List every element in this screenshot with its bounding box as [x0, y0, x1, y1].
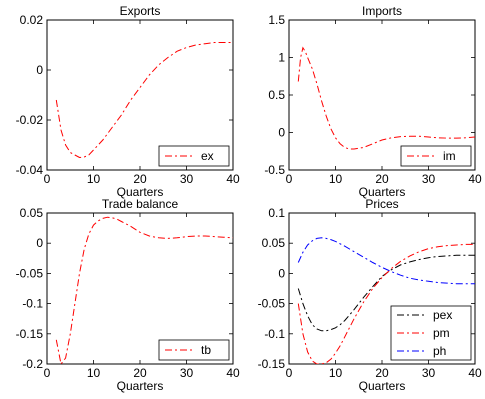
x-tick-label: 40 — [468, 366, 482, 380]
legend-box — [400, 145, 472, 167]
x-tick-label: 30 — [180, 172, 194, 186]
x-tick-label: 0 — [286, 172, 293, 186]
series-line-pm — [297, 243, 475, 364]
y-tick-label: -0.1 — [264, 327, 285, 341]
x-axis-label: Quarters — [117, 185, 164, 199]
chart-title: Prices — [365, 197, 398, 211]
y-tick-label: 0.1 — [268, 206, 285, 220]
chart-title: Trade balance — [102, 197, 179, 211]
x-tick-label: 40 — [468, 172, 482, 186]
y-tick-label: -0.05 — [258, 297, 286, 311]
exports-panel: 0 10 20 30 40 -0.04 -0.02 0 0.02 Exports Quarters e… — [16, 4, 240, 199]
y-tick-label: -0.05 — [16, 266, 44, 280]
plot-frame — [46, 19, 234, 171]
chart-title: Imports — [362, 4, 402, 18]
legend-label-ph: ph — [433, 344, 446, 358]
y-tick-label: -0.15 — [258, 357, 286, 371]
chart-title: Exports — [120, 4, 161, 18]
legend: im — [400, 145, 472, 167]
x-axis-label: Quarters — [117, 379, 164, 393]
y-tick-label: -0.1 — [22, 297, 43, 311]
legend-label-pm: pm — [433, 326, 450, 340]
x-axis-label: Quarters — [359, 185, 406, 199]
legend-box — [390, 305, 472, 361]
x-tick-label: 0 — [44, 366, 51, 380]
series-line-ex — [55, 42, 233, 159]
x-tick-label: 20 — [375, 172, 389, 186]
y-tick-label: 0 — [36, 63, 43, 77]
y-tick-label: -0.04 — [16, 163, 44, 177]
y-tick-label: 0.5 — [268, 88, 285, 102]
y-tick-label: 0.02 — [20, 13, 44, 27]
plot-frame — [46, 212, 234, 365]
legend-label-ex: ex — [201, 149, 214, 163]
x-tick-label: 10 — [329, 172, 343, 186]
x-tick-label: 20 — [133, 366, 147, 380]
y-tick-label: 1 — [278, 51, 285, 65]
x-tick-label: 40 — [226, 366, 240, 380]
y-tick-label: 0 — [278, 266, 285, 280]
legend-label-pex: pex — [433, 308, 452, 322]
x-tick-label: 0 — [286, 366, 293, 380]
x-tick-label: 30 — [422, 172, 436, 186]
x-tick-label: 20 — [133, 172, 147, 186]
y-tick-label: -0.5 — [264, 163, 285, 177]
x-tick-label: 30 — [422, 366, 436, 380]
y-tick-label: -0.2 — [22, 357, 43, 371]
prices-panel: 0 10 20 30 40 -0.15 -0.1 -0.05 0 0.05 0.1 Prices Qua… — [258, 197, 482, 393]
x-tick-label: 40 — [226, 172, 240, 186]
plot-frame — [288, 19, 476, 171]
y-tick-label: 0 — [36, 236, 43, 250]
x-axis-label: Quarters — [359, 379, 406, 393]
legend-label-tb: tb — [201, 343, 211, 357]
y-tick-label: -0.02 — [16, 113, 44, 127]
y-tick-label: 1.5 — [268, 13, 285, 27]
series-line-tb — [55, 216, 233, 364]
y-tick-label: 0.05 — [20, 206, 44, 220]
x-tick-label: 10 — [329, 366, 343, 380]
x-tick-label: 10 — [87, 172, 101, 186]
series-line-ph — [297, 237, 475, 285]
x-tick-label: 30 — [180, 366, 194, 380]
y-tick-label: -0.15 — [16, 327, 44, 341]
series-line-pex — [297, 254, 475, 332]
series-line-im — [297, 46, 475, 150]
x-tick-label: 0 — [44, 172, 51, 186]
legend: pex pm ph — [390, 305, 472, 361]
legend: tb — [158, 339, 230, 361]
y-tick-label: 0.05 — [262, 236, 286, 250]
trade-balance-panel: 0 10 20 30 40 -0.2 -0.15 -0.1 -0.05 0 0.05 Trade ba… — [16, 197, 240, 393]
legend-box — [158, 339, 230, 361]
legend-box — [158, 145, 230, 167]
legend: ex — [158, 145, 230, 167]
x-tick-label: 20 — [375, 366, 389, 380]
legend-label-im: im — [443, 149, 456, 163]
x-tick-label: 10 — [87, 366, 101, 380]
y-tick-label: 0 — [278, 126, 285, 140]
